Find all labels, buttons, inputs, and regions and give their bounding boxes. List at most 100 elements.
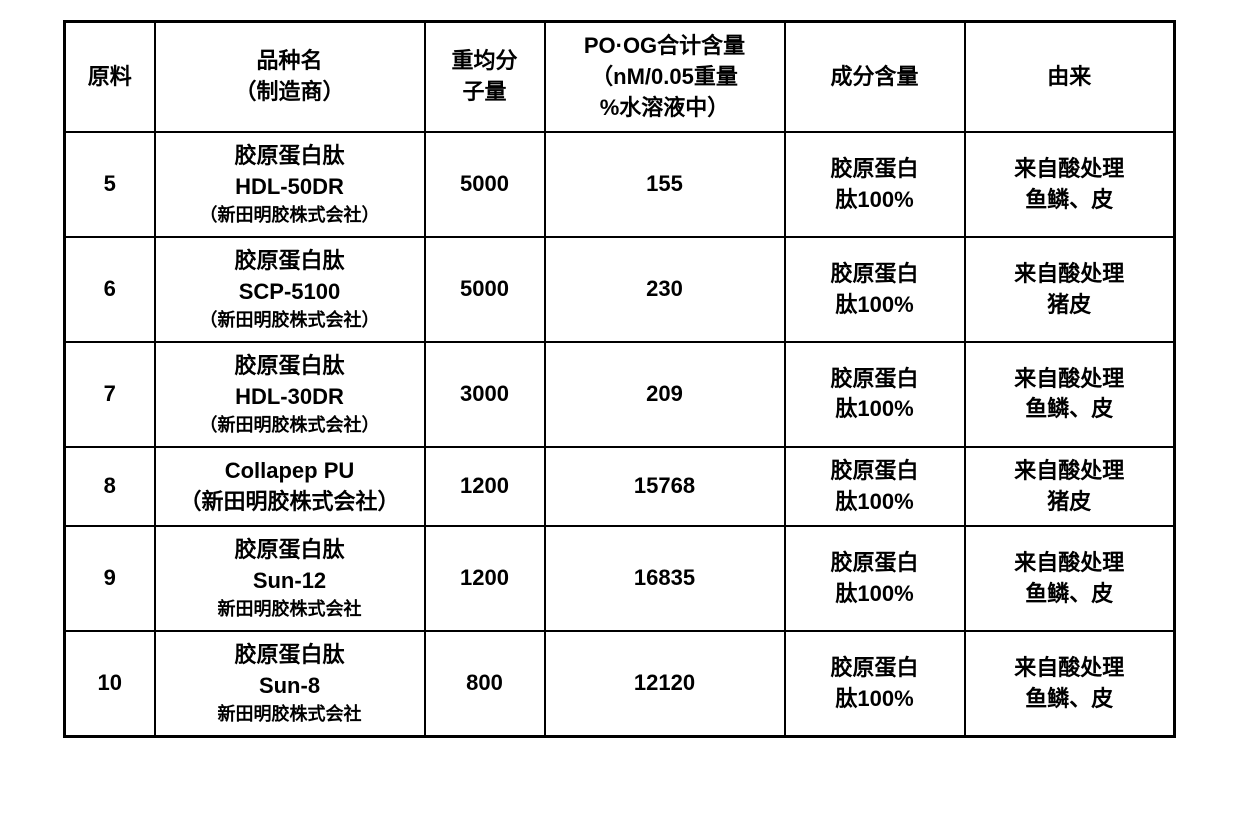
header-content-line3: %水溶液中） — [550, 93, 780, 124]
cell-composition: 胶原蛋白肽100% — [785, 526, 965, 631]
header-name-line2: （制造商） — [160, 77, 420, 108]
cell-composition: 胶原蛋白肽100% — [785, 631, 965, 736]
cell-mw: 3000 — [425, 342, 545, 447]
cell-source: 来自酸处理猪皮 — [965, 447, 1175, 527]
cell-name: Collapep PU（新田明胶株式会社） — [155, 447, 425, 527]
table-row: 5胶原蛋白肽HDL-50DR（新田明胶株式会社）5000155胶原蛋白肽100%… — [65, 132, 1175, 237]
cell-material-id: 6 — [65, 237, 155, 342]
cell-name-line2: Sun-8 — [160, 671, 420, 702]
cell-name-line3: （新田明胶株式会社） — [160, 413, 420, 438]
cell-source-line2: 猪皮 — [970, 290, 1170, 321]
table-row: 9胶原蛋白肽Sun-12新田明胶株式会社120016835胶原蛋白肽100%来自… — [65, 526, 1175, 631]
header-name-line1: 品种名 — [160, 46, 420, 77]
cell-source-line1: 来自酸处理 — [970, 259, 1170, 290]
table-row: 6胶原蛋白肽SCP-5100（新田明胶株式会社）5000230胶原蛋白肽100%… — [65, 237, 1175, 342]
cell-name-line1: 胶原蛋白肽 — [160, 141, 420, 172]
cell-name: 胶原蛋白肽HDL-30DR（新田明胶株式会社） — [155, 342, 425, 447]
cell-composition-line1: 胶原蛋白 — [790, 456, 960, 487]
cell-mw: 800 — [425, 631, 545, 736]
cell-name-line2: SCP-5100 — [160, 277, 420, 308]
header-mw-line1: 重均分 — [430, 46, 540, 77]
cell-source-line2: 鱼鳞、皮 — [970, 394, 1170, 425]
cell-name-line3: 新田明胶株式会社 — [160, 702, 420, 727]
header-source: 由来 — [965, 22, 1175, 133]
cell-name: 胶原蛋白肽Sun-8新田明胶株式会社 — [155, 631, 425, 736]
header-mw-line2: 子量 — [430, 77, 540, 108]
header-content-line2: （nM/0.05重量 — [550, 62, 780, 93]
cell-mw: 5000 — [425, 132, 545, 237]
cell-mw: 1200 — [425, 447, 545, 527]
cell-name: 胶原蛋白肽SCP-5100（新田明胶株式会社） — [155, 237, 425, 342]
cell-composition: 胶原蛋白肽100% — [785, 132, 965, 237]
cell-name-line2: HDL-30DR — [160, 382, 420, 413]
cell-content: 155 — [545, 132, 785, 237]
cell-source-line2: 猪皮 — [970, 487, 1170, 518]
cell-source: 来自酸处理猪皮 — [965, 237, 1175, 342]
cell-composition-line2: 肽100% — [790, 394, 960, 425]
cell-composition-line1: 胶原蛋白 — [790, 259, 960, 290]
cell-content: 16835 — [545, 526, 785, 631]
cell-source-line1: 来自酸处理 — [970, 456, 1170, 487]
cell-composition-line2: 肽100% — [790, 579, 960, 610]
cell-composition-line2: 肽100% — [790, 487, 960, 518]
cell-composition-line1: 胶原蛋白 — [790, 154, 960, 185]
cell-composition-line1: 胶原蛋白 — [790, 364, 960, 395]
cell-source-line1: 来自酸处理 — [970, 653, 1170, 684]
cell-source-line1: 来自酸处理 — [970, 364, 1170, 395]
cell-source: 来自酸处理鱼鳞、皮 — [965, 631, 1175, 736]
cell-composition: 胶原蛋白肽100% — [785, 447, 965, 527]
cell-content: 15768 — [545, 447, 785, 527]
cell-source: 来自酸处理鱼鳞、皮 — [965, 342, 1175, 447]
cell-material-id: 8 — [65, 447, 155, 527]
cell-mw: 1200 — [425, 526, 545, 631]
cell-composition-line2: 肽100% — [790, 290, 960, 321]
header-material: 原料 — [65, 22, 155, 133]
cell-mw: 5000 — [425, 237, 545, 342]
cell-content: 12120 — [545, 631, 785, 736]
header-row: 原料 品种名 （制造商） 重均分 子量 PO·OG合计含量 （nM/0.05重量… — [65, 22, 1175, 133]
cell-composition: 胶原蛋白肽100% — [785, 237, 965, 342]
header-mw: 重均分 子量 — [425, 22, 545, 133]
cell-name-line3: 新田明胶株式会社 — [160, 597, 420, 622]
header-content: PO·OG合计含量 （nM/0.05重量 %水溶液中） — [545, 22, 785, 133]
materials-table: 原料 品种名 （制造商） 重均分 子量 PO·OG合计含量 （nM/0.05重量… — [63, 20, 1176, 738]
cell-material-id: 10 — [65, 631, 155, 736]
cell-composition: 胶原蛋白肽100% — [785, 342, 965, 447]
cell-material-id: 5 — [65, 132, 155, 237]
cell-source-line2: 鱼鳞、皮 — [970, 185, 1170, 216]
cell-composition-line1: 胶原蛋白 — [790, 653, 960, 684]
cell-name-line1: 胶原蛋白肽 — [160, 535, 420, 566]
cell-source: 来自酸处理鱼鳞、皮 — [965, 526, 1175, 631]
cell-source: 来自酸处理鱼鳞、皮 — [965, 132, 1175, 237]
cell-material-id: 9 — [65, 526, 155, 631]
cell-composition-line1: 胶原蛋白 — [790, 548, 960, 579]
table-header: 原料 品种名 （制造商） 重均分 子量 PO·OG合计含量 （nM/0.05重量… — [65, 22, 1175, 133]
cell-name-line1: Collapep PU — [160, 456, 420, 487]
cell-name-line2: （新田明胶株式会社） — [160, 487, 420, 518]
cell-name-line2: HDL-50DR — [160, 172, 420, 203]
cell-name-line3: （新田明胶株式会社） — [160, 308, 420, 333]
cell-name-line1: 胶原蛋白肽 — [160, 246, 420, 277]
cell-name: 胶原蛋白肽Sun-12新田明胶株式会社 — [155, 526, 425, 631]
header-composition: 成分含量 — [785, 22, 965, 133]
header-content-line1: PO·OG合计含量 — [550, 31, 780, 62]
cell-material-id: 7 — [65, 342, 155, 447]
cell-source-line2: 鱼鳞、皮 — [970, 579, 1170, 610]
cell-name: 胶原蛋白肽HDL-50DR（新田明胶株式会社） — [155, 132, 425, 237]
cell-composition-line2: 肽100% — [790, 185, 960, 216]
cell-name-line1: 胶原蛋白肽 — [160, 640, 420, 671]
cell-content: 230 — [545, 237, 785, 342]
cell-name-line1: 胶原蛋白肽 — [160, 351, 420, 382]
cell-source-line2: 鱼鳞、皮 — [970, 684, 1170, 715]
cell-composition-line2: 肽100% — [790, 684, 960, 715]
table-body: 5胶原蛋白肽HDL-50DR（新田明胶株式会社）5000155胶原蛋白肽100%… — [65, 132, 1175, 736]
header-name: 品种名 （制造商） — [155, 22, 425, 133]
table-row: 7胶原蛋白肽HDL-30DR（新田明胶株式会社）3000209胶原蛋白肽100%… — [65, 342, 1175, 447]
cell-content: 209 — [545, 342, 785, 447]
materials-table-container: 原料 品种名 （制造商） 重均分 子量 PO·OG合计含量 （nM/0.05重量… — [63, 20, 1176, 738]
cell-source-line1: 来自酸处理 — [970, 154, 1170, 185]
cell-name-line2: Sun-12 — [160, 566, 420, 597]
cell-name-line3: （新田明胶株式会社） — [160, 203, 420, 228]
table-row: 10胶原蛋白肽Sun-8新田明胶株式会社80012120胶原蛋白肽100%来自酸… — [65, 631, 1175, 736]
cell-source-line1: 来自酸处理 — [970, 548, 1170, 579]
